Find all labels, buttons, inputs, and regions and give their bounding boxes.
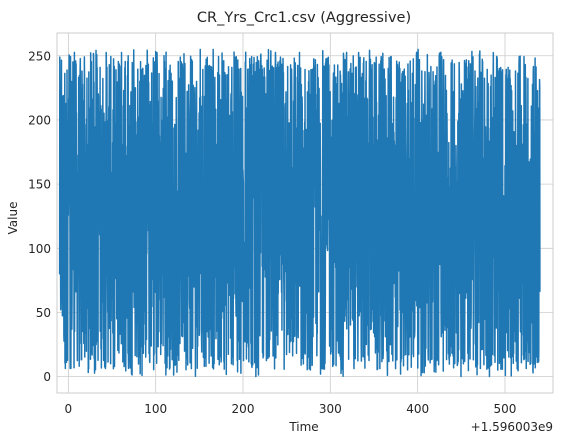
x-tick-label: 100 [144, 402, 167, 416]
y-tick-label: 0 [43, 370, 51, 384]
x-tick-label: 500 [494, 402, 517, 416]
y-tick-label: 150 [28, 178, 51, 192]
x-tick-label: 200 [232, 402, 255, 416]
y-tick-label: 200 [28, 113, 51, 127]
y-tick-label: 50 [36, 306, 51, 320]
y-tick-labels: 0 50 100 150 200 250 [28, 49, 51, 384]
x-tick-label: 0 [65, 402, 73, 416]
x-tick-label: 400 [406, 402, 429, 416]
y-tick-label: 100 [28, 242, 51, 256]
x-tick-label: 300 [319, 402, 342, 416]
chart-title: CR_Yrs_Crc1.csv (Aggressive) [197, 10, 411, 26]
plot-area [56, 32, 554, 394]
y-axis-label: Value [6, 202, 20, 235]
x-tick-labels: 0 100 200 300 400 500 [65, 402, 517, 416]
y-tick-label: 250 [28, 49, 51, 63]
x-axis-label: Time [288, 420, 318, 434]
data-series [58, 48, 541, 378]
plot-frame [56, 32, 554, 394]
series-line [58, 48, 541, 378]
x-offset-label: +1.596003e9 [471, 420, 553, 434]
